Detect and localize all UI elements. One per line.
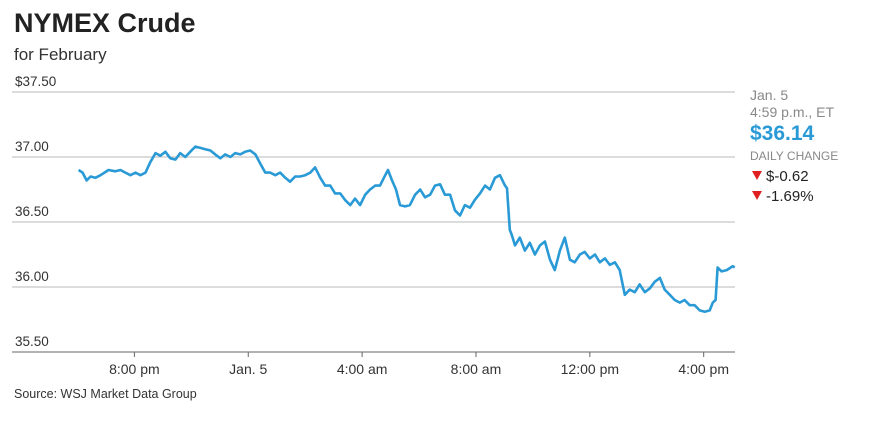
change-percent: -1.69% <box>766 188 814 205</box>
change-label: DAILY CHANGE <box>750 149 838 163</box>
price-line <box>77 145 736 313</box>
y-tick-label: 37.00 <box>15 139 49 154</box>
down-arrow <box>752 191 762 200</box>
y-tick-label: 36.50 <box>15 204 49 219</box>
x-tick-label: 8:00 am <box>451 361 502 377</box>
x-tick-label: 4:00 pm <box>678 361 729 377</box>
chart-title: NYMEX Crude <box>14 8 196 38</box>
y-tick-label: 35.50 <box>15 334 49 349</box>
x-tick-label: 4:00 am <box>337 361 388 377</box>
quote-price: $36.14 <box>750 122 815 145</box>
quote-time: 4:59 p.m., ET <box>750 104 834 120</box>
quote-date: Jan. 5 <box>750 87 788 103</box>
y-tick-label: $37.50 <box>15 74 56 89</box>
change-value: $-0.62 <box>766 168 809 185</box>
y-tick-label: 36.00 <box>15 269 49 284</box>
chart-subtitle: for February <box>14 45 107 64</box>
x-tick-label: 12:00 pm <box>561 361 619 377</box>
x-tick-label: 8:00 pm <box>109 361 160 377</box>
down-arrow <box>752 171 762 180</box>
sidebar: Jan. 5 4:59 p.m., ET $36.14 DAILY CHANGE… <box>750 87 838 205</box>
x-tick-label: Jan. 5 <box>229 361 267 377</box>
source-note: Source: WSJ Market Data Group <box>14 387 197 401</box>
